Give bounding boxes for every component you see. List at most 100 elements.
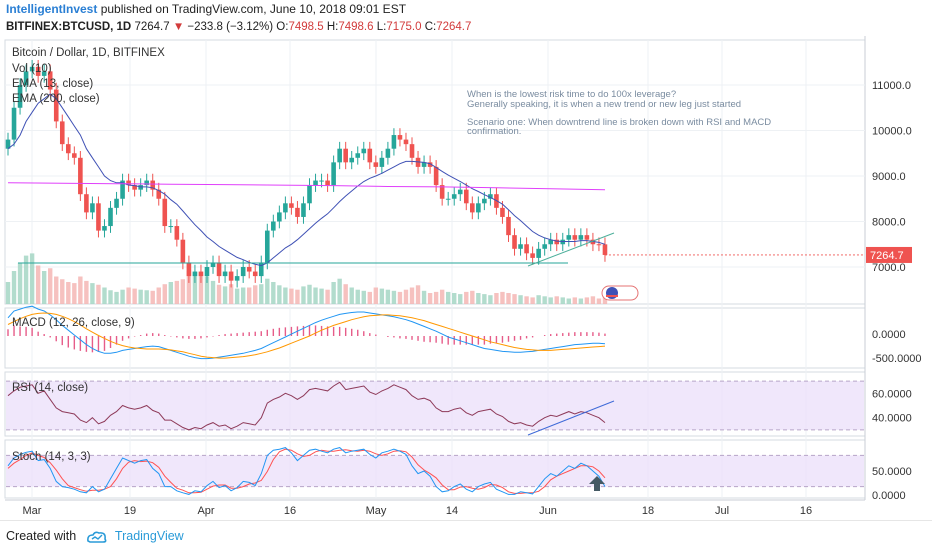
candle-body [368, 149, 373, 163]
volume-bar [350, 288, 354, 305]
candle-body [524, 244, 529, 253]
macd-histogram-bar [429, 336, 430, 342]
volume-bar [277, 285, 281, 304]
candle-body [277, 212, 282, 221]
macd-histogram-bar [218, 335, 219, 336]
high-value: 7498.6 [338, 21, 373, 33]
volume-bar [181, 279, 185, 304]
candle-body [579, 235, 584, 240]
volume-bar [78, 277, 82, 305]
publish-line: IntelligentInvest published on TradingVi… [0, 0, 932, 19]
candle-body [337, 149, 342, 163]
volume-bar [114, 292, 118, 304]
candle-body [585, 235, 590, 240]
volume-bar [579, 299, 583, 305]
candle-body [603, 244, 608, 255]
candle-body [464, 190, 469, 204]
macd-histogram-bar [62, 336, 63, 345]
time-tick-label: 18 [642, 505, 654, 517]
candle-body [380, 158, 385, 167]
time-tick-label: Jul [715, 505, 729, 517]
volume-bar [494, 293, 498, 304]
candle-body [530, 253, 535, 258]
macd-histogram-bar [502, 336, 503, 343]
volume-bar [488, 295, 492, 304]
macd-histogram-bar [405, 336, 406, 339]
volume-bar [416, 285, 420, 304]
candle-body [500, 208, 505, 217]
volume-bar [84, 281, 88, 304]
macd-histogram-bar [423, 336, 424, 342]
candle-body [271, 222, 276, 231]
macd-histogram-bar [472, 336, 473, 345]
macd-histogram-bar [68, 336, 69, 348]
price-legend-entry: EMA (200, close) [12, 93, 100, 105]
macd-histogram-bar [188, 336, 189, 339]
volume-bar [446, 292, 450, 304]
macd-histogram-bar [279, 328, 280, 336]
macd-histogram-bar [574, 332, 575, 336]
candle-body [301, 203, 306, 217]
candle-body [72, 153, 77, 158]
volume-bar [325, 290, 329, 304]
volume-bar [428, 293, 432, 304]
macd-histogram-bar [92, 336, 93, 352]
volume-bar [464, 292, 468, 304]
candle-body [12, 108, 17, 140]
volume-bar [597, 299, 601, 305]
macd-histogram-bar [568, 333, 569, 336]
candle-body [331, 162, 336, 185]
candle-body [470, 203, 475, 212]
macd-histogram-bar [242, 333, 243, 336]
macd-histogram-bar [351, 329, 352, 336]
macd-histogram-bar [309, 325, 310, 336]
macd-histogram-bar [586, 332, 587, 336]
candle-body [84, 194, 89, 212]
macd-histogram-bar [152, 333, 153, 336]
volume-bar [530, 297, 534, 304]
candle-body [78, 158, 83, 194]
volume-bar [151, 291, 155, 304]
candle-body [458, 190, 463, 195]
candle-body [597, 244, 602, 245]
volume-bar [307, 285, 311, 304]
volume-bar [295, 290, 299, 304]
macd-histogram-bar [200, 336, 201, 338]
candle-body [241, 267, 246, 276]
candle-body [96, 203, 101, 230]
candle-body [223, 272, 228, 277]
volume-bar [247, 288, 251, 305]
macd-histogram-bar [562, 333, 563, 336]
macd-histogram-bar [230, 334, 231, 336]
volume-bar [392, 291, 396, 304]
published-text: published on TradingView.com, June 10, 2… [101, 2, 406, 16]
macd-histogram-bar [454, 336, 455, 345]
candle-body [193, 272, 198, 277]
candle [78, 151, 83, 201]
time-tick-label: Apr [197, 505, 214, 517]
macd-histogram-bar [249, 332, 250, 336]
volume-bar [96, 285, 100, 304]
tradingview-link[interactable]: TradingView [115, 529, 184, 543]
volume-bar [259, 284, 263, 304]
candle-body [398, 135, 403, 140]
candle-body [102, 226, 107, 231]
macd-histogram-bar [194, 336, 195, 339]
time-tick-label: 16 [800, 505, 812, 517]
macd-histogram-bar [7, 329, 8, 336]
candle-body [247, 267, 252, 272]
volume-bar [271, 282, 275, 304]
volume-bar [380, 289, 384, 304]
volume-bar [163, 284, 167, 304]
macd-title: MACD (12, 26, close, 9) [12, 317, 135, 329]
rsi-tick-label: 60.0000 [872, 388, 912, 400]
volume-bar [482, 294, 486, 304]
candle-body [289, 203, 294, 208]
author-name[interactable]: IntelligentInvest [6, 2, 97, 16]
macd-histogram-bar [339, 327, 340, 336]
macd-histogram-bar [544, 335, 545, 336]
macd-histogram-bar [411, 336, 412, 340]
time-tick-label: Jun [539, 505, 557, 517]
macd-histogram-bar [417, 336, 418, 341]
